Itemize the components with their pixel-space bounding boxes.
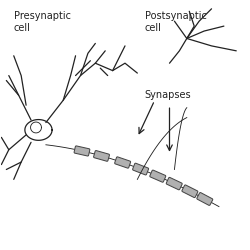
- FancyBboxPatch shape: [115, 157, 130, 168]
- FancyBboxPatch shape: [150, 170, 166, 182]
- Text: Presynaptic
cell: Presynaptic cell: [14, 11, 71, 33]
- FancyBboxPatch shape: [166, 177, 182, 190]
- Text: Postsynaptic
cell: Postsynaptic cell: [145, 11, 207, 33]
- FancyBboxPatch shape: [94, 150, 110, 161]
- FancyBboxPatch shape: [197, 192, 213, 205]
- FancyBboxPatch shape: [132, 163, 148, 175]
- FancyBboxPatch shape: [74, 146, 90, 156]
- Text: Synapses: Synapses: [145, 90, 192, 100]
- FancyBboxPatch shape: [182, 185, 198, 198]
